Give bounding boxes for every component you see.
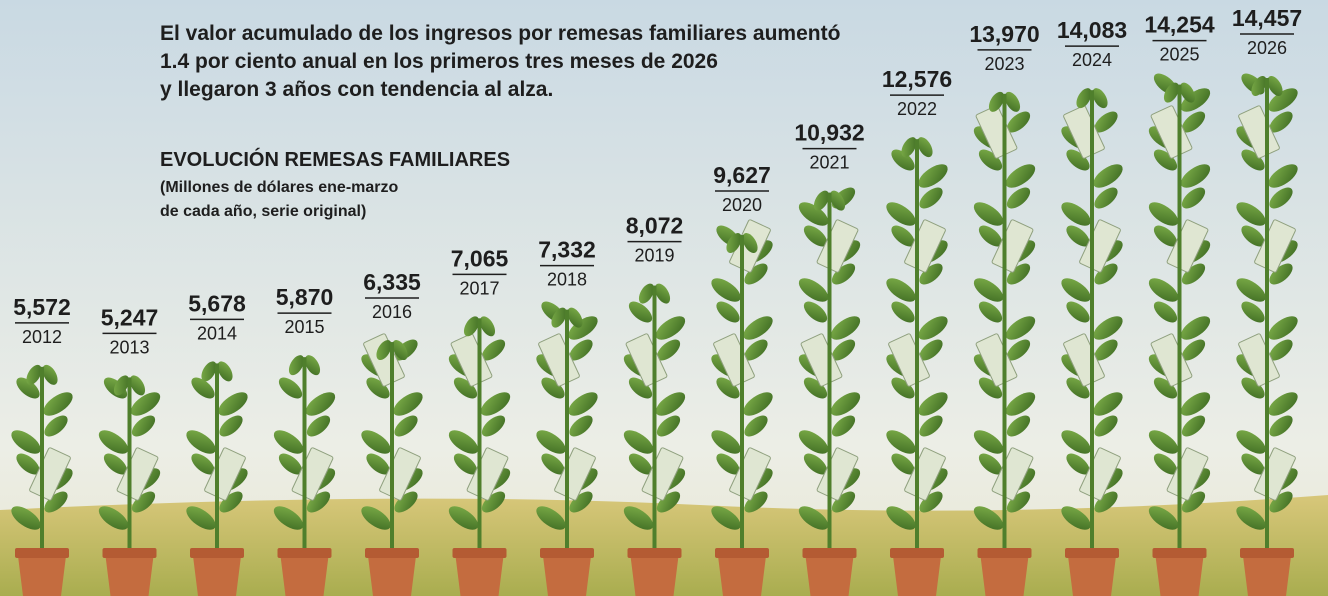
category-label: 2012 (22, 327, 62, 347)
pot (718, 556, 766, 596)
stem (565, 310, 569, 548)
pot (281, 556, 329, 596)
unit-note: (Millones de dólares ene-marzo (160, 179, 399, 196)
pot-rim (365, 548, 419, 558)
value-label: 6,335 (363, 269, 421, 295)
value-label: 8,072 (626, 213, 684, 239)
subtitle-line: y llegaron 3 años con tendencia al alza. (160, 78, 553, 101)
pot-rim (978, 548, 1032, 558)
pot-rim (15, 548, 69, 558)
pot-rim (890, 548, 944, 558)
pot (981, 556, 1029, 596)
value-label: 7,332 (538, 237, 596, 263)
stem (215, 363, 219, 548)
stem (1003, 94, 1007, 548)
stem (740, 235, 744, 548)
subtitle-line: 1.4 por ciento anual en los primeros tre… (160, 50, 718, 73)
stem (390, 342, 394, 548)
category-label: 2015 (284, 317, 324, 337)
value-label: 5,572 (13, 294, 71, 320)
value-label: 5,870 (276, 284, 334, 310)
heading: EVOLUCIÓN REMESAS FAMILIARES (160, 147, 510, 171)
value-label: 7,065 (451, 245, 509, 271)
pot-rim (540, 548, 594, 558)
pot-rim (1065, 548, 1119, 558)
pot (368, 556, 416, 596)
pot-rim (103, 548, 157, 558)
value-label: 14,254 (1144, 12, 1215, 38)
pot (893, 556, 941, 596)
subtitle-line: El valor acumulado de los ingresos por r… (160, 22, 840, 45)
stem (1265, 78, 1269, 548)
pot-rim (278, 548, 332, 558)
pot-rim (1240, 548, 1294, 558)
value-label: 13,970 (969, 21, 1039, 47)
category-label: 2020 (722, 195, 762, 215)
unit-note: de cada año, serie original) (160, 203, 366, 220)
stem (478, 318, 482, 548)
value-label: 9,627 (713, 162, 771, 188)
pot (543, 556, 591, 596)
stem (828, 193, 832, 548)
category-label: 2024 (1072, 50, 1112, 70)
category-label: 2023 (984, 54, 1024, 74)
pot (1156, 556, 1204, 596)
pot (456, 556, 504, 596)
pot (1243, 556, 1291, 596)
pot-rim (1153, 548, 1207, 558)
stem (1090, 90, 1094, 548)
pot (1068, 556, 1116, 596)
category-label: 2026 (1247, 38, 1287, 58)
category-label: 2016 (372, 302, 412, 322)
pot-rim (190, 548, 244, 558)
pot-rim (453, 548, 507, 558)
pot (631, 556, 679, 596)
stem (40, 367, 44, 548)
value-label: 12,576 (882, 66, 952, 92)
stem (303, 357, 307, 548)
value-label: 5,247 (101, 304, 159, 330)
stem (653, 286, 657, 548)
stem (128, 377, 132, 548)
value-label: 5,678 (188, 290, 246, 316)
pot-rim (803, 548, 857, 558)
category-label: 2022 (897, 99, 937, 119)
category-label: 2014 (197, 323, 237, 343)
value-label: 14,083 (1057, 17, 1127, 43)
pot (18, 556, 66, 596)
category-label: 2021 (809, 153, 849, 173)
pot (806, 556, 854, 596)
value-label: 14,457 (1232, 5, 1302, 31)
category-label: 2019 (634, 246, 674, 266)
category-label: 2018 (547, 270, 587, 290)
value-label: 10,932 (794, 120, 864, 146)
pot (193, 556, 241, 596)
infographic: El valor acumulado de los ingresos por r… (0, 0, 1328, 596)
stem (1178, 85, 1182, 548)
pot-rim (715, 548, 769, 558)
stem (915, 139, 919, 548)
category-label: 2025 (1159, 45, 1199, 65)
category-label: 2017 (459, 278, 499, 298)
pot (106, 556, 154, 596)
category-label: 2013 (109, 337, 149, 357)
pot-rim (628, 548, 682, 558)
